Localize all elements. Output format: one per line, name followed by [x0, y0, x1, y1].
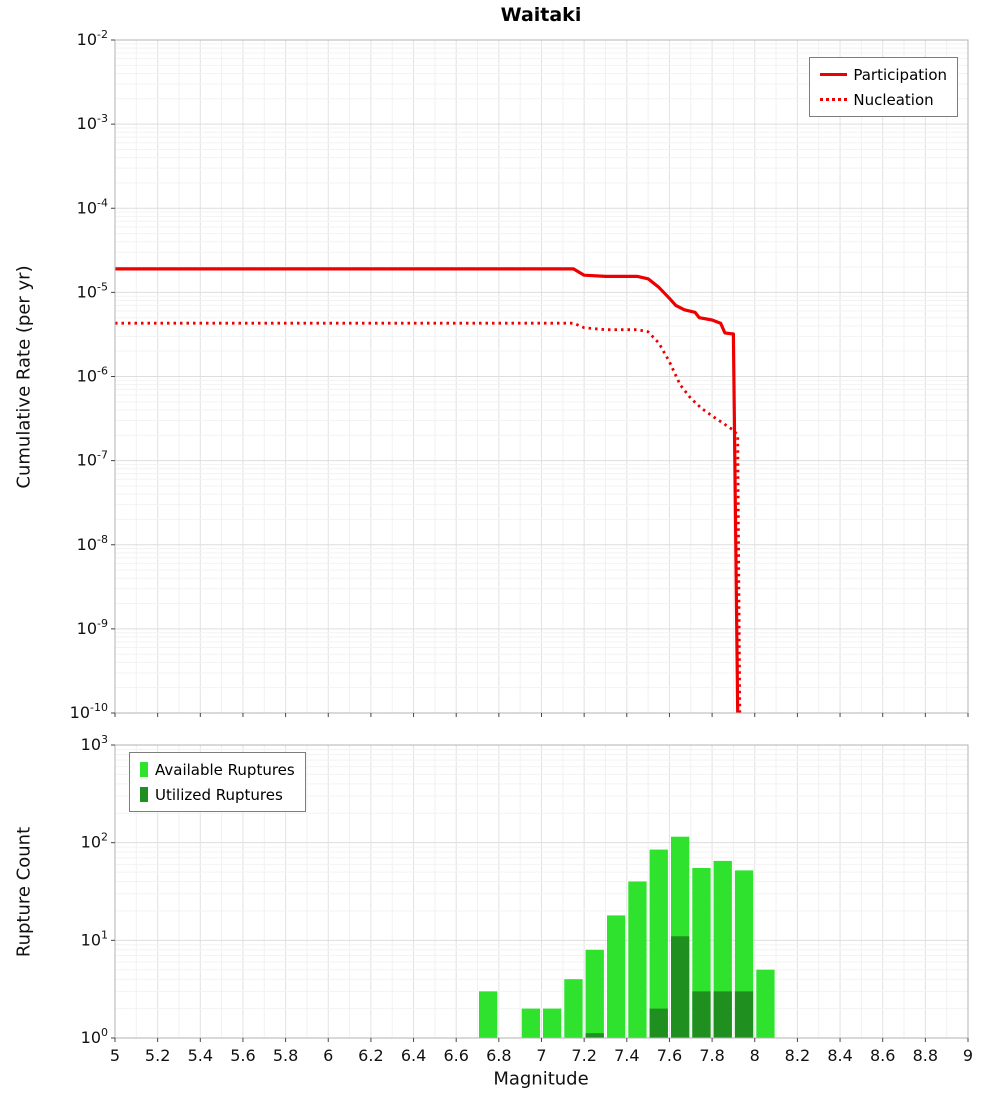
available-bar	[564, 979, 583, 1038]
y-tick-label: 101	[81, 928, 108, 949]
x-tick-label: 7.4	[614, 1046, 639, 1065]
utilized-bar	[585, 1033, 604, 1038]
y-tick-label: 10-7	[77, 449, 108, 470]
y-tick-label: 10-5	[77, 280, 108, 301]
available-bar	[628, 881, 647, 1038]
available-bar	[649, 849, 668, 1038]
utilized-bar	[649, 1008, 668, 1038]
nucleation-line-swatch	[820, 98, 848, 101]
utilized-bar	[692, 991, 711, 1038]
y-tick-label: 10-6	[77, 365, 108, 386]
x-tick-label: 6.6	[443, 1046, 468, 1065]
utilized-ruptures-swatch	[140, 787, 148, 802]
x-tick-label: 8.8	[913, 1046, 938, 1065]
x-tick-label: 7.2	[571, 1046, 596, 1065]
participation-line	[115, 267, 740, 714]
top-y-axis-label: Cumulative Rate (per yr)	[13, 265, 35, 489]
bottom-y-axis-label: Rupture Count	[13, 826, 35, 958]
legend-item-nucleation: Nucleation	[820, 87, 947, 112]
available-bar	[543, 1008, 562, 1038]
y-tick-label: 102	[81, 831, 108, 852]
x-tick-label: 6.4	[401, 1046, 426, 1065]
x-tick-label: 8.6	[870, 1046, 895, 1065]
x-tick-label: 5.2	[145, 1046, 170, 1065]
x-tick-label: 7	[536, 1046, 546, 1065]
y-tick-label: 100	[81, 1026, 108, 1047]
x-tick-label: 8	[750, 1046, 760, 1065]
legend-label-available: Available Ruptures	[155, 760, 295, 779]
participation-line-swatch	[820, 73, 848, 76]
legend-item-available: Available Ruptures	[140, 757, 295, 782]
utilized-bar	[713, 991, 732, 1038]
x-tick-label: 5	[110, 1046, 120, 1065]
x-tick-label: 6.2	[358, 1046, 383, 1065]
rate-legend: Participation Nucleation	[809, 57, 958, 117]
available-bar	[756, 969, 775, 1038]
available-bar	[607, 915, 626, 1038]
x-tick-label: 6.8	[486, 1046, 511, 1065]
y-tick-label: 10-4	[77, 196, 108, 217]
x-tick-label: 6	[323, 1046, 333, 1065]
x-tick-label: 7.8	[699, 1046, 724, 1065]
x-tick-label: 5.6	[230, 1046, 255, 1065]
y-tick-label: 10-10	[70, 701, 108, 722]
rupture-legend: Available Ruptures Utilized Ruptures	[129, 752, 306, 812]
utilized-bar	[734, 991, 754, 1038]
utilized-bar	[671, 936, 690, 1038]
y-tick-label: 10-9	[77, 617, 108, 638]
available-bar	[585, 949, 604, 1038]
y-tick-label: 10-8	[77, 533, 108, 554]
available-bar	[521, 1008, 540, 1038]
legend-item-utilized: Utilized Ruptures	[140, 782, 295, 807]
y-tick-label: 10-3	[77, 112, 108, 133]
x-axis-label: Magnitude	[493, 1068, 589, 1090]
x-tick-label: 5.8	[273, 1046, 298, 1065]
x-tick-label: 8.4	[827, 1046, 852, 1065]
legend-label-utilized: Utilized Ruptures	[155, 785, 283, 804]
legend-label-nucleation: Nucleation	[853, 90, 934, 109]
available-bar	[479, 991, 498, 1038]
x-tick-label: 7.6	[657, 1046, 682, 1065]
chart-title: Waitaki	[500, 4, 582, 26]
x-tick-label: 9	[963, 1046, 973, 1065]
y-tick-label: 103	[81, 733, 108, 754]
legend-item-participation: Participation	[820, 62, 947, 87]
legend-label-participation: Participation	[853, 65, 947, 84]
x-tick-label: 8.2	[785, 1046, 810, 1065]
y-tick-label: 10-2	[77, 28, 108, 49]
available-ruptures-swatch	[140, 762, 148, 777]
x-tick-label: 5.4	[188, 1046, 213, 1065]
